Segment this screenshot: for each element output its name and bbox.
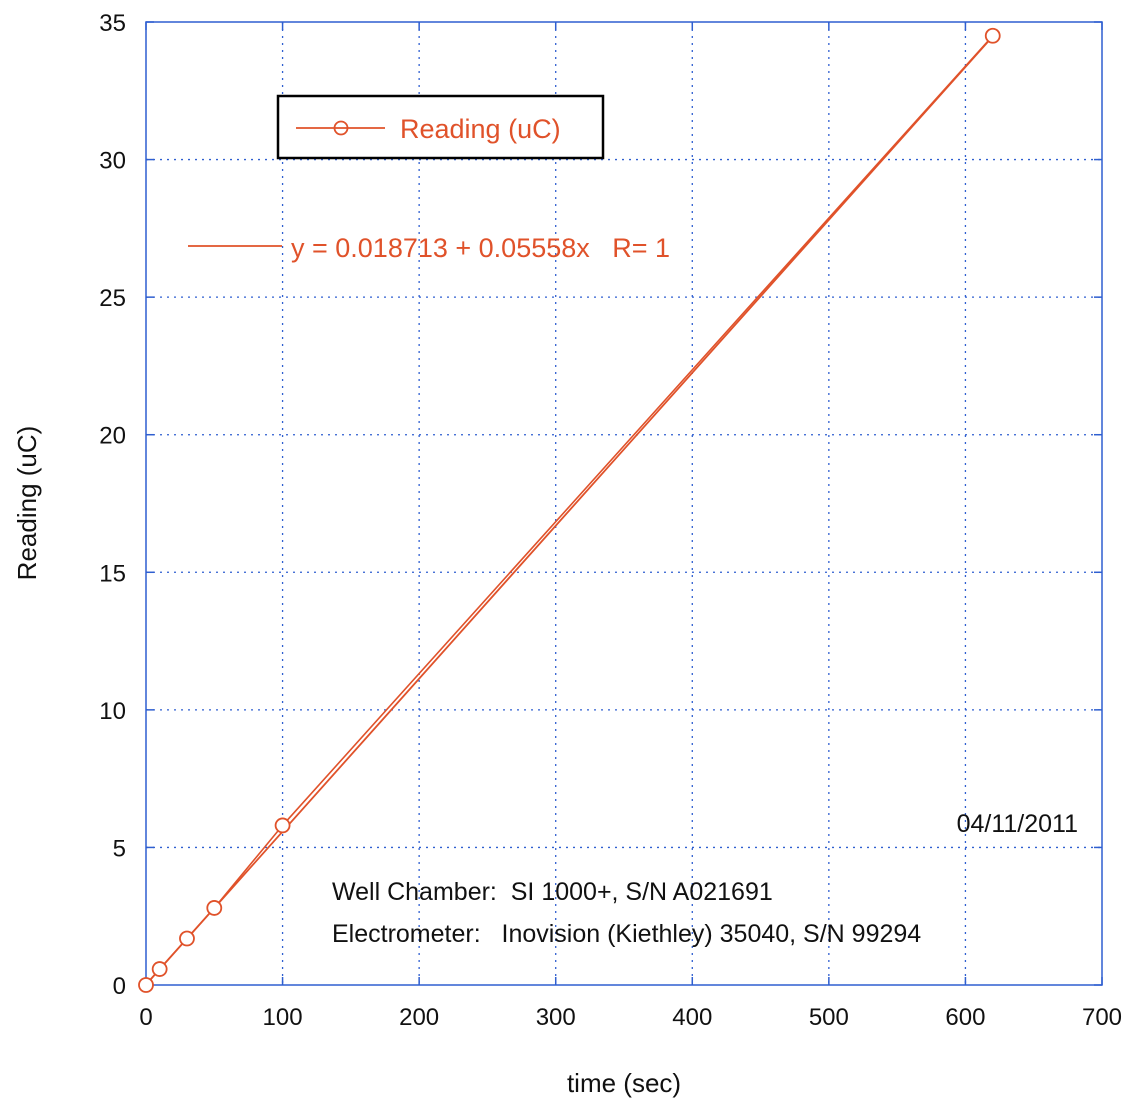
legend-label: Reading (uC) (400, 114, 561, 144)
y-tick-label: 15 (99, 560, 126, 587)
fit-legend: y = 0.018713 + 0.05558x R= 1 (188, 233, 670, 263)
y-tick-label: 35 (99, 10, 126, 37)
grid-layer (146, 22, 1102, 985)
y-tick-label: 0 (113, 973, 126, 1000)
fit-line (145, 35, 994, 986)
y-tick-label: 10 (99, 698, 126, 725)
x-tick-label: 500 (809, 1004, 849, 1031)
y-tick-label: 20 (99, 423, 126, 450)
x-tick-label: 600 (945, 1004, 985, 1031)
data-point (206, 900, 223, 916)
data-point (984, 27, 1001, 44)
legend: Reading (uC) (276, 94, 605, 160)
legend-box (276, 94, 605, 160)
series-layer (138, 27, 1001, 993)
data-point (151, 961, 168, 977)
date-annotation: 04/11/2011 (957, 810, 1078, 838)
fit-equation: y = 0.018713 + 0.05558x R= 1 (291, 233, 670, 263)
electrometer-annotation: Electrometer: Inovision (Kiethley) 35040… (332, 920, 921, 948)
y-axis-label: Reading (uC) (12, 426, 42, 581)
data-point (138, 977, 154, 993)
x-tick-label: 700 (1082, 1004, 1122, 1031)
tick-layer: 0 100 200 300 400 500 600 700 0 5 10 15 20 25 30 35 (99, 10, 1122, 1031)
legend-marker (333, 120, 349, 136)
plot-frame (145, 21, 1103, 986)
x-tick-label: 100 (263, 1004, 303, 1031)
y-tick-label: 30 (99, 148, 126, 175)
x-axis-label: time (sec) (567, 1068, 681, 1098)
data-point (274, 817, 291, 834)
x-tick-label: 400 (672, 1004, 712, 1031)
y-tick-label: 5 (113, 835, 126, 862)
x-tick-label: 200 (399, 1004, 439, 1031)
chamber-annotation: Well Chamber: SI 1000+, S/N A021691 (332, 878, 773, 906)
data-point (179, 930, 195, 947)
x-tick-label: 300 (536, 1004, 576, 1031)
x-tick-label: 0 (139, 1004, 152, 1031)
y-tick-label: 25 (99, 285, 126, 312)
